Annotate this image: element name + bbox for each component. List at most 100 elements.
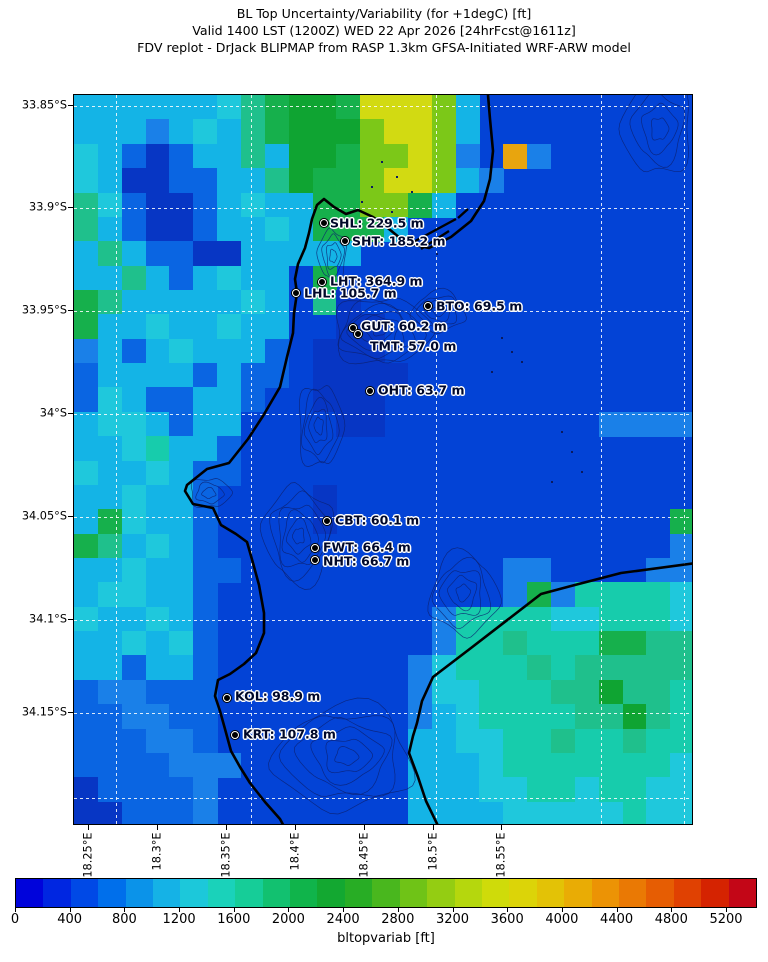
y-tick-mark (68, 207, 73, 208)
title-source: FDV replot - DrJack BLIPMAP from RASP 1.… (137, 40, 631, 55)
grid-cell (193, 606, 218, 632)
grid-cell (193, 704, 218, 730)
grid-cell (169, 363, 194, 388)
grid-cell (217, 411, 242, 437)
grid-cell (670, 509, 692, 535)
grid-cell (550, 655, 576, 681)
grid-cell (288, 168, 313, 194)
grid-cell (121, 338, 147, 364)
grid-cell (550, 728, 576, 754)
grid-cell (312, 119, 337, 145)
grid-cell (74, 411, 99, 437)
y-tick-label: 33.85°S (21, 98, 67, 112)
grid-cell (240, 216, 266, 242)
grid-cell (217, 119, 242, 145)
grid-cell (145, 387, 170, 413)
grid-cell (527, 728, 552, 754)
colorbar-cell (646, 879, 674, 907)
grid-cell (455, 704, 480, 730)
grid-cell (360, 119, 385, 145)
grid-cell (217, 143, 242, 169)
grid-cell (622, 582, 647, 608)
grid-cell (74, 338, 99, 364)
grid-cell (169, 387, 194, 413)
grid-cell (121, 460, 147, 486)
colorbar-tick (69, 908, 71, 912)
station-marker-nht (311, 556, 319, 564)
grid-cell (574, 606, 600, 632)
grid-cell (74, 95, 99, 120)
grid-cell (74, 752, 99, 778)
colorbar-tick-label: 3200 (435, 912, 470, 927)
colorbar-cell (70, 879, 99, 907)
colorbar-label: bltopvariab [ft] (337, 931, 435, 946)
station-marker-gut (349, 324, 357, 332)
grid-cell (360, 411, 385, 437)
grid-cell (145, 801, 170, 824)
grid-cell (97, 289, 123, 315)
colorbar-cell (262, 879, 291, 907)
grid-cell (431, 679, 457, 705)
grid-cell (288, 192, 313, 218)
grid-cell (121, 728, 147, 754)
grid-cell (455, 655, 480, 681)
grid-cell (288, 143, 313, 169)
grid-cell (121, 582, 147, 608)
grid-cell (97, 314, 123, 340)
coastline-contours-layer (183, 95, 692, 824)
station-label-nht: NHT: 66.7 m (323, 553, 410, 569)
colorbar-tick-label: 4800 (654, 912, 688, 927)
grid-cell (288, 119, 313, 145)
grid-cell (97, 655, 123, 681)
colorbar-tick-label: 1200 (162, 912, 196, 927)
grid-cell (169, 192, 194, 218)
grid-cell (217, 363, 242, 388)
colorbar-cell (16, 879, 44, 907)
grid-cell (145, 119, 170, 145)
colorbar-tick-label: 2400 (326, 912, 360, 927)
grid-cell (169, 631, 194, 657)
grid-cell (193, 752, 218, 778)
grid-cell (670, 606, 692, 632)
y-tick-label: 33.95°S (21, 303, 67, 317)
grid-cell (264, 143, 290, 169)
grid-cell (240, 363, 266, 388)
station-label-fwt: FWT: 66.4 m (323, 539, 411, 555)
grid-cell (169, 582, 194, 608)
grid-cell (479, 606, 504, 632)
grid-cell (479, 704, 504, 730)
grid-cell (97, 606, 123, 632)
station-marker-oht (366, 387, 374, 395)
grid-cell (193, 119, 218, 145)
grid-cell (193, 533, 218, 559)
grid-cell (527, 704, 552, 730)
colorbar-tick (452, 908, 454, 912)
colorbar-cell (372, 879, 400, 907)
colorbar-cell (591, 879, 619, 907)
grid-cell (121, 95, 147, 120)
grid-cell (169, 289, 194, 315)
grid-cell (407, 192, 433, 218)
graticule-parallel (74, 208, 692, 209)
graticule-meridian (684, 95, 685, 824)
station-label-bto: BTO: 69.5 m (436, 298, 523, 314)
grid-cell (312, 338, 337, 364)
grid-cell (670, 777, 692, 803)
grid-cell (384, 119, 409, 145)
grid-cell (97, 192, 123, 218)
grid-cell (145, 241, 170, 267)
colorbar-cell (481, 879, 510, 907)
grid-cell (121, 363, 147, 388)
grid-cell (97, 411, 123, 437)
grid-cell (145, 192, 170, 218)
colorbar-tick-label: 5200 (709, 912, 743, 927)
grid-cell (431, 168, 457, 194)
grid-cell (646, 752, 671, 778)
grid-cell (169, 95, 194, 120)
grid-cell (97, 241, 123, 267)
y-tick-mark (68, 712, 73, 713)
grid-cell (193, 509, 218, 535)
grid-cell (670, 655, 692, 681)
grid-cell (431, 752, 457, 778)
colorbar-tick (507, 908, 509, 912)
